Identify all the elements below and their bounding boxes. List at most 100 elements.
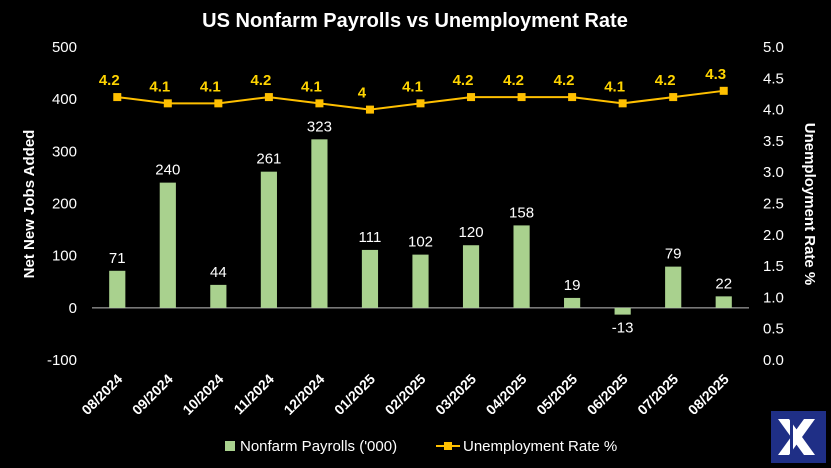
unemployment-marker — [719, 86, 728, 95]
x-tick-label: 06/2025 — [584, 371, 631, 418]
unemployment-marker — [517, 93, 526, 102]
x-tick-label: 07/2025 — [634, 371, 681, 418]
payroll-bar — [260, 171, 277, 308]
x-tick-label: 05/2025 — [533, 371, 580, 418]
y-right-tick-label: 2.0 — [763, 227, 784, 244]
payroll-bar — [614, 307, 631, 315]
payroll-bar — [715, 296, 732, 308]
payroll-bar-label: 44 — [210, 264, 227, 281]
unemployment-marker — [365, 105, 374, 114]
y-right-tick-label: 2.5 — [763, 196, 784, 213]
unemployment-label: 4.2 — [453, 72, 474, 89]
legend-line-marker — [444, 442, 452, 450]
y-right-tick-label: 3.5 — [763, 133, 784, 150]
x-tick-label: 11/2024 — [230, 371, 277, 418]
payroll-bar — [665, 266, 682, 308]
y-right-tick-labels: 5.0 4.5 4.0 3.5 3.0 2.5 2.0 1.5 1.0 0.5 0.0 — [763, 39, 784, 369]
x-tick-label: 02/2025 — [382, 371, 429, 418]
legend-line-label: Unemployment Rate % — [463, 438, 617, 455]
x-tick-label: 08/2025 — [685, 371, 732, 418]
unemployment-label: 4.2 — [503, 72, 524, 89]
payroll-bar — [412, 254, 429, 308]
unemployment-label: 4.3 — [705, 66, 726, 83]
y-left-tick-label: 0 — [69, 300, 77, 317]
payroll-bar-label: 22 — [715, 275, 732, 292]
x-tick-label: 09/2024 — [129, 371, 176, 418]
payroll-bar — [210, 284, 227, 308]
unemployment-marker — [416, 99, 425, 108]
x-tick-label: 03/2025 — [432, 371, 479, 418]
unemployment-markers — [113, 86, 728, 114]
y-left-tick-label: 100 — [52, 248, 77, 265]
y-left-tick-label: 200 — [52, 196, 77, 213]
y-right-axis-title: Unemployment Rate % — [801, 123, 818, 286]
y-left-axis-title: Net New Jobs Added — [21, 130, 38, 279]
unemployment-label: 4 — [358, 85, 367, 102]
y-right-tick-label: 0.5 — [763, 321, 784, 338]
payroll-bars — [109, 139, 732, 315]
payroll-bar-label: 19 — [564, 277, 581, 294]
y-right-tick-label: 1.5 — [763, 258, 784, 275]
unemployment-label: 4.1 — [200, 78, 221, 95]
payroll-bar — [564, 297, 581, 308]
unemployment-label: 4.1 — [402, 78, 423, 95]
unemployment-marker — [264, 93, 273, 102]
unemployment-marker — [113, 93, 122, 102]
unemployment-marker — [669, 93, 678, 102]
chart-title: US Nonfarm Payrolls vs Unemployment Rate — [202, 10, 628, 32]
y-left-tick-labels: 500 400 300 200 100 0 -100 — [47, 39, 77, 369]
payroll-bar-label: 120 — [459, 224, 484, 241]
x-tick-label: 12/2024 — [280, 371, 327, 418]
unemployment-label: 4.2 — [554, 72, 575, 89]
x-tick-label: 10/2024 — [179, 371, 226, 418]
y-left-tick-label: 400 — [52, 91, 77, 108]
unemployment-label: 4.2 — [250, 72, 271, 89]
unemployment-labels: 4.2 4.1 4.1 4.2 4.1 4 4.1 4.2 4.2 4.2 4.1 4.2 4.3 — [99, 66, 726, 102]
payroll-bar-label: 71 — [109, 250, 126, 267]
payroll-bar-label: 79 — [665, 246, 682, 263]
payroll-bar-labels: 71 240 44 261 323 111 102 120 158 19 -13 79 22 — [109, 118, 732, 336]
unemployment-label: 4.2 — [655, 72, 676, 89]
payroll-bar — [513, 225, 530, 308]
payroll-bar-label: 240 — [155, 162, 180, 179]
unemployment-marker — [163, 99, 172, 108]
y-right-tick-label: 3.0 — [763, 164, 784, 181]
unemployment-marker — [568, 93, 577, 102]
payroll-bar-label: 323 — [307, 118, 332, 135]
payroll-bar — [159, 182, 176, 308]
x-tick-labels: 08/2024 09/2024 10/2024 11/2024 12/2024 01/20… — [78, 371, 732, 418]
unemployment-marker — [315, 99, 324, 108]
unemployment-label: 4.1 — [301, 78, 322, 95]
unemployment-label: 4.1 — [149, 78, 170, 95]
y-right-tick-label: 4.5 — [763, 70, 784, 87]
y-right-tick-label: 0.0 — [763, 352, 784, 369]
legend: Nonfarm Payrolls ('000) Unemployment Rat… — [225, 438, 617, 455]
x-tick-label: 08/2024 — [78, 371, 125, 418]
x-logo-icon — [771, 411, 826, 463]
y-right-tick-label: 1.0 — [763, 289, 784, 306]
y-right-tick-label: 5.0 — [763, 39, 784, 56]
unemployment-marker — [618, 99, 627, 108]
payroll-bar — [361, 249, 379, 308]
payroll-bar-label: 261 — [256, 151, 281, 168]
payroll-bar-label: 158 — [509, 204, 534, 221]
payroll-bar — [311, 139, 328, 308]
y-right-tick-label: 4.0 — [763, 102, 784, 119]
unemployment-marker — [214, 99, 223, 108]
payroll-bar — [462, 245, 480, 308]
payroll-bar-label: 102 — [408, 234, 433, 251]
legend-bar-swatch — [225, 441, 235, 451]
unemployment-marker — [467, 93, 476, 102]
unemployment-label: 4.2 — [99, 72, 120, 89]
y-left-tick-label: 300 — [52, 143, 77, 160]
payroll-bar-label: -13 — [612, 320, 634, 337]
payroll-bar-label: 111 — [359, 229, 382, 246]
y-left-tick-label: -100 — [47, 352, 77, 369]
x-tick-label: 04/2025 — [483, 371, 530, 418]
unemployment-label: 4.1 — [604, 78, 625, 95]
x-tick-label: 01/2025 — [331, 371, 378, 418]
y-left-tick-label: 500 — [52, 39, 77, 56]
legend-bar-label: Nonfarm Payrolls ('000) — [240, 438, 397, 455]
